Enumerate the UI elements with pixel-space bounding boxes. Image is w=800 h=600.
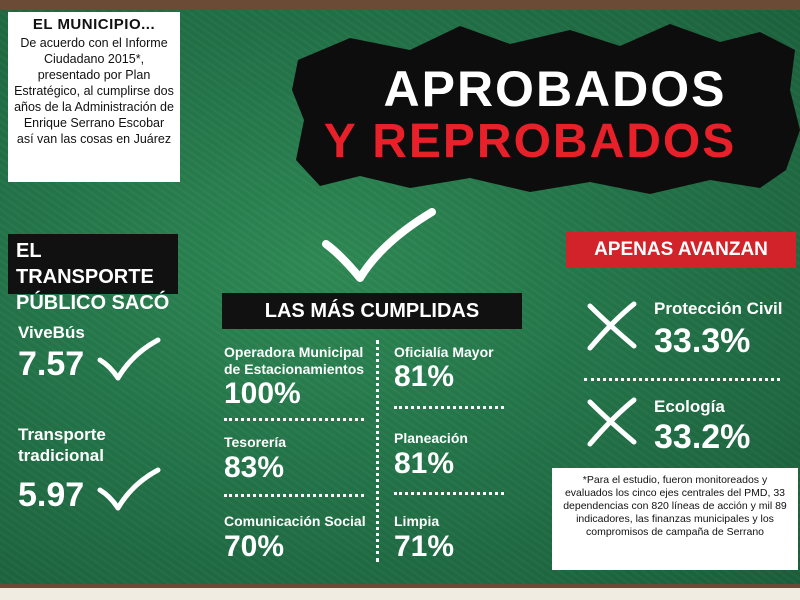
check-icon [97, 337, 161, 381]
operadora-value: 100% [224, 377, 301, 410]
proteccion-civil-value: 33.3% [654, 322, 751, 360]
comunicacion-value: 70% [224, 530, 285, 563]
transporte-tradicional-value: 5.97 [18, 476, 85, 514]
planeacion-label: Planeación [394, 430, 468, 446]
separator [394, 492, 504, 495]
apenas-title: APENAS AVANZAN [566, 232, 796, 268]
proteccion-civil-label: Protección Civil [654, 299, 783, 318]
planeacion-value: 81% [394, 447, 455, 480]
operadora-label: Operadora Municipal de Estacionamientos [224, 344, 365, 377]
title-reprobados: Y REPROBADOS [323, 115, 737, 168]
limpia-label: Limpia [394, 513, 440, 529]
transport-title: EL TRANSPORTE PÚBLICO SACÓ [8, 234, 178, 314]
tesoreria-value: 83% [224, 451, 285, 484]
check-icon [322, 208, 436, 282]
frame-top [0, 0, 800, 10]
transporte-tradicional-label: Transporte tradicional [18, 425, 106, 465]
intro-box: EL MUNICIPIO... De acuerdo con el Inform… [8, 12, 180, 182]
tesoreria-label: Tesorería [224, 434, 286, 450]
limpia-value: 71% [394, 530, 455, 563]
oficialia-value: 81% [394, 360, 455, 393]
vivebus-label: ViveBús [18, 323, 85, 342]
cross-icon [587, 397, 637, 447]
cross-icon [587, 301, 637, 351]
ecologia-label: Ecología [654, 397, 725, 416]
frame-bottom [0, 584, 800, 600]
separator [224, 418, 364, 421]
cumplidas-title: LAS MÁS CUMPLIDAS [222, 293, 522, 329]
separator [394, 406, 504, 409]
intro-text: De acuerdo con el Informe Ciudadano 2015… [14, 36, 174, 146]
ecologia-value: 33.2% [654, 418, 751, 456]
title-splash [292, 24, 800, 194]
oficialia-label: Oficialía Mayor [394, 344, 494, 360]
intro-title: EL MUNICIPIO... [32, 16, 156, 33]
separator [584, 378, 780, 381]
separator [224, 494, 364, 497]
footnote: *Para el estudio, fueron monitoreados y … [552, 468, 798, 570]
comunicacion-label: Comunicación Social [224, 513, 366, 529]
vertical-separator [376, 340, 379, 562]
check-icon [97, 467, 161, 511]
vivebus-value: 7.57 [18, 345, 85, 383]
title-aprobados: APROBADOS [383, 61, 727, 117]
